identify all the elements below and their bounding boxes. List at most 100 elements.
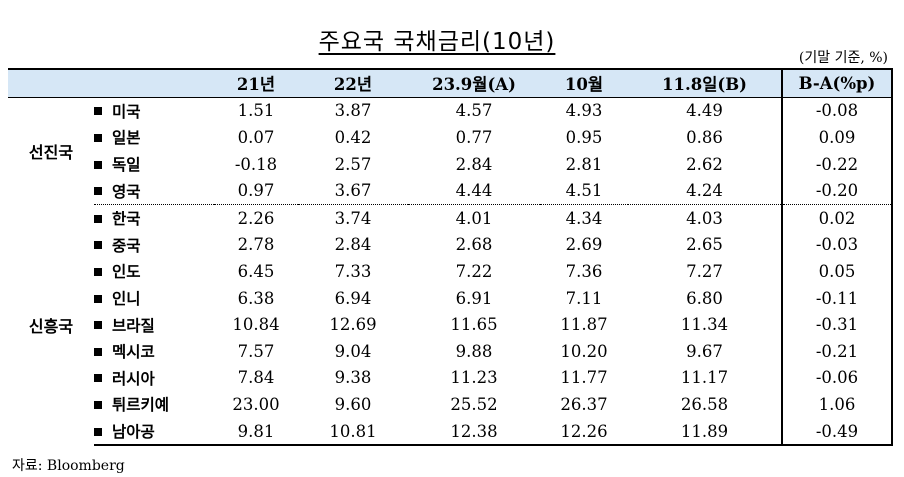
diff-cell: 0.02 — [781, 204, 893, 232]
column-header: 10월 — [540, 67, 628, 98]
country-cell: 인니 — [94, 285, 214, 312]
column-header: 22년 — [298, 67, 408, 98]
country-cell: 튀르키예 — [94, 391, 214, 418]
unit-note: (기말 기준, %) — [798, 50, 888, 66]
value-cell: 11.17 — [680, 368, 729, 388]
country-cell: 멕시코 — [94, 338, 214, 365]
value-cell: 9.04 — [334, 341, 372, 361]
diff-cell: -0.22 — [781, 150, 893, 178]
value-cell: 6.91 — [455, 288, 493, 308]
value-cell: 11.87 — [560, 315, 608, 335]
group-label: 선진국 — [28, 143, 74, 163]
country-name: 브라질 — [112, 316, 155, 335]
header-row: 21년 22년 23.9월(A) 10월 11.8일(B) B-A(%p) — [8, 67, 893, 98]
value-cell: 0.95 — [565, 127, 603, 147]
value-cell: 6.94 — [334, 288, 372, 308]
value-cell: 7.36 — [565, 261, 603, 281]
column-header: 21년 — [214, 67, 298, 98]
value-cell: 11.23 — [450, 368, 498, 388]
value-cell: 10.84 — [232, 315, 280, 335]
diff-cell: -0.06 — [781, 364, 893, 392]
value-cell: 2.65 — [686, 235, 723, 255]
table-row: 브라질 10.84 12.69 11.65 11.87 11.34 -0.31 — [8, 311, 893, 338]
table-row: 인도 6.45 7.33 7.22 7.36 7.27 0.05 — [8, 258, 893, 285]
value-cell: 1.51 — [237, 101, 275, 121]
country-cell: 남아공 — [94, 417, 214, 447]
value-cell: 3.67 — [298, 177, 408, 205]
value-cell: 12.38 — [408, 417, 540, 447]
value-cell: 26.37 — [560, 394, 608, 414]
value-cell: 7.22 — [455, 261, 493, 281]
value-cell: 11.34 — [680, 315, 729, 335]
value-cell: 6.80 — [686, 288, 723, 308]
square-bullet-icon — [94, 427, 102, 436]
diff-cell: -0.20 — [781, 177, 893, 205]
value-cell: 11.89 — [628, 417, 782, 447]
country-cell: 일본 — [94, 124, 214, 151]
value-cell: 4.57 — [455, 101, 493, 121]
diff-cell: 0.05 — [781, 258, 893, 285]
diff-cell: -0.21 — [781, 337, 893, 365]
country-cell: 독일 — [94, 151, 214, 178]
value-cell: 4.34 — [565, 208, 603, 228]
value-cell: 2.26 — [237, 208, 275, 228]
country-cell: 영국 — [94, 177, 214, 205]
value-cell: 7.11 — [565, 288, 603, 308]
table-row: 독일 -0.18 2.57 2.84 2.81 2.62 -0.22 — [8, 150, 893, 178]
country-name: 튀르키예 — [112, 396, 170, 415]
column-header: 23.9월(A) — [408, 67, 540, 98]
value-cell: 2.84 — [455, 154, 493, 174]
value-cell: 9.38 — [334, 368, 372, 388]
value-cell: 0.42 — [334, 127, 372, 147]
diff-cell: -0.11 — [781, 284, 893, 312]
value-cell: 3.87 — [334, 101, 372, 121]
value-cell: 4.49 — [686, 101, 723, 121]
value-cell: 9.81 — [214, 417, 298, 447]
table-row: 튀르키예 23.00 9.60 25.52 26.37 26.58 1.06 — [8, 391, 893, 418]
table-row: 중국 2.78 2.84 2.68 2.69 2.65 -0.03 — [8, 231, 893, 259]
country-cell: 중국 — [94, 232, 214, 259]
square-bullet-icon — [94, 267, 102, 276]
square-bullet-icon — [94, 241, 102, 250]
value-cell: 12.26 — [540, 417, 628, 447]
value-cell: 2.62 — [686, 154, 723, 174]
table-row: 멕시코 7.57 9.04 9.88 10.20 9.67 -0.21 — [8, 337, 893, 365]
table-row: 러시아 7.84 9.38 11.23 11.77 11.17 -0.06 — [8, 364, 893, 392]
country-name: 미국 — [112, 102, 141, 121]
table-row: 신흥국 한국 2.26 3.74 4.01 4.34 4.03 0.02 — [8, 204, 893, 336]
table-body: 선진국 미국 1.51 3.87 4.57 4.93 4.49 -0.08 일본 0.07 0.42… — [8, 97, 893, 447]
diff-cell: -0.31 — [781, 311, 893, 338]
value-cell: 0.77 — [455, 127, 493, 147]
value-cell: 2.78 — [237, 235, 275, 255]
table-row: 일본 0.07 0.42 0.77 0.95 0.86 0.09 — [8, 124, 893, 151]
diff-cell: -0.08 — [781, 97, 893, 125]
value-cell: 4.51 — [540, 177, 628, 205]
country-name: 독일 — [112, 156, 141, 175]
value-cell: 2.84 — [334, 235, 372, 255]
country-cell: 브라질 — [94, 311, 214, 338]
title-text: 주요국 국채금리(10년) — [318, 29, 556, 55]
header-blank-country — [94, 67, 214, 98]
country-name: 일본 — [112, 129, 141, 148]
value-cell: 7.33 — [334, 261, 372, 281]
table-row: 선진국 미국 1.51 3.87 4.57 4.93 4.49 -0.08 — [8, 97, 893, 162]
group-label: 신흥국 — [28, 316, 74, 336]
value-cell: 4.93 — [565, 101, 603, 121]
value-cell: 3.74 — [334, 208, 372, 228]
value-cell: 9.67 — [686, 341, 723, 361]
square-bullet-icon — [94, 160, 102, 169]
diff-cell: -0.03 — [781, 231, 893, 259]
square-bullet-icon — [94, 347, 102, 356]
country-name: 러시아 — [112, 369, 155, 388]
value-cell: 6.38 — [237, 288, 275, 308]
value-cell: 4.01 — [455, 208, 493, 228]
country-name: 중국 — [112, 236, 141, 255]
value-cell: 0.86 — [686, 127, 723, 147]
column-header-diff: B-A(%p) — [781, 67, 893, 98]
value-cell: 0.07 — [237, 127, 275, 147]
country-name: 인니 — [112, 290, 141, 309]
value-cell: 2.57 — [334, 154, 372, 174]
value-cell: 0.97 — [214, 177, 298, 205]
value-cell: 7.27 — [686, 261, 723, 281]
value-cell: 4.44 — [408, 177, 540, 205]
